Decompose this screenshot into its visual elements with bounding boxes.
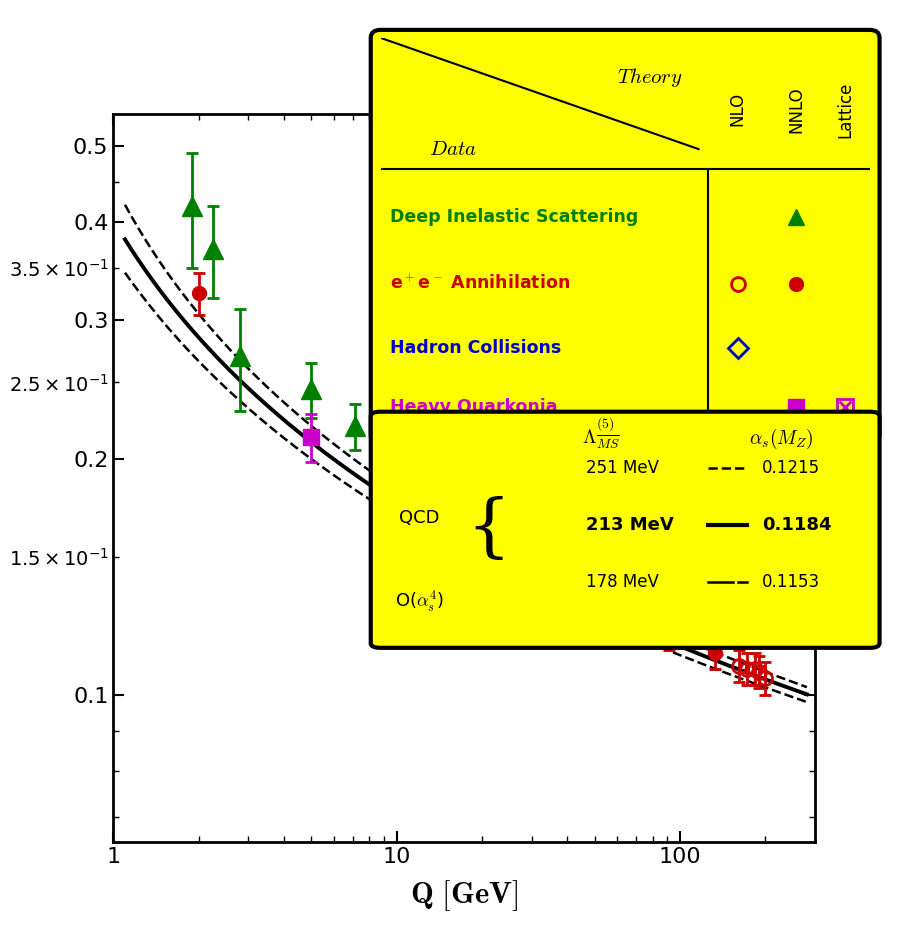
Text: NLO: NLO bbox=[728, 93, 747, 127]
Text: {: { bbox=[466, 497, 510, 563]
Text: $\mathit{Data}$: $\mathit{Data}$ bbox=[429, 139, 477, 159]
Text: 0.1184: 0.1184 bbox=[762, 516, 832, 534]
Text: Heavy Quarkonia: Heavy Quarkonia bbox=[390, 398, 558, 416]
Text: $\mathit{Theory}$: $\mathit{Theory}$ bbox=[617, 66, 682, 89]
Text: NNLO: NNLO bbox=[787, 86, 805, 132]
Text: 0.1215: 0.1215 bbox=[762, 459, 820, 477]
Text: Deep Inelastic Scattering: Deep Inelastic Scattering bbox=[390, 207, 639, 226]
Text: Lattice: Lattice bbox=[836, 81, 854, 137]
Text: e$^+$e$^-$ Annihilation: e$^+$e$^-$ Annihilation bbox=[390, 275, 571, 293]
FancyBboxPatch shape bbox=[371, 412, 880, 648]
Text: 213 MeV: 213 MeV bbox=[586, 516, 674, 534]
Text: Hadron Collisions: Hadron Collisions bbox=[390, 339, 562, 357]
Text: 178 MeV: 178 MeV bbox=[586, 572, 659, 590]
Text: QCD: QCD bbox=[400, 509, 440, 528]
Text: $\Lambda_{\overline{MS}}^{(5)}$: $\Lambda_{\overline{MS}}^{(5)}$ bbox=[582, 415, 620, 451]
Text: $\alpha_s(M_Z)$: $\alpha_s(M_Z)$ bbox=[749, 427, 814, 450]
Text: 251 MeV: 251 MeV bbox=[586, 459, 659, 477]
Text: O($\alpha_s^4$): O($\alpha_s^4$) bbox=[395, 590, 444, 615]
X-axis label: $\mathbf{Q\ [GeV]}$: $\mathbf{Q\ [GeV]}$ bbox=[410, 878, 518, 913]
Text: 0.1153: 0.1153 bbox=[762, 572, 820, 590]
FancyBboxPatch shape bbox=[371, 30, 880, 443]
